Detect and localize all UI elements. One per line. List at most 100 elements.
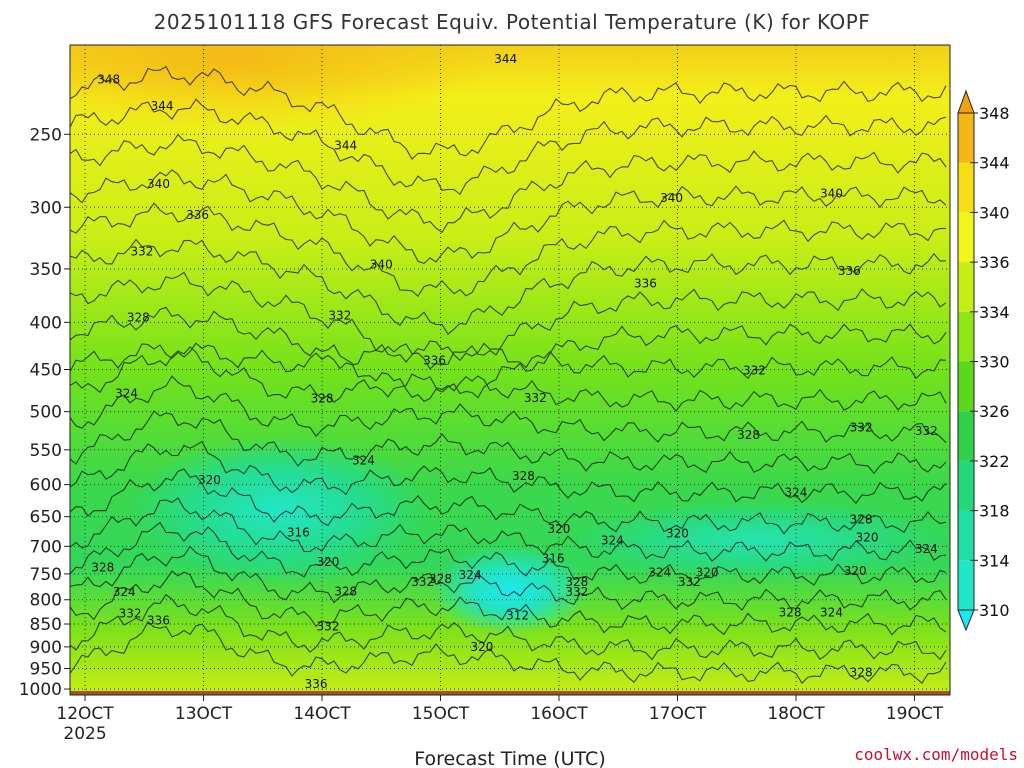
colorbar-label: 318 bbox=[979, 502, 1010, 521]
x-tick-sublabel: 2025 bbox=[63, 724, 106, 744]
contour-label: 332 bbox=[130, 244, 153, 258]
contour-line bbox=[70, 497, 947, 563]
contour-label: 320 bbox=[316, 555, 339, 569]
y-tick-label: 900 bbox=[30, 638, 62, 658]
cool-region-left bbox=[130, 435, 430, 585]
contour-label: 332 bbox=[119, 607, 142, 621]
contour-label: 332 bbox=[915, 424, 938, 438]
contour-line bbox=[70, 545, 947, 611]
contour-line bbox=[70, 593, 947, 661]
y-tick-label: 650 bbox=[30, 508, 62, 528]
contour-line bbox=[70, 238, 947, 336]
contour-label: 328 bbox=[737, 428, 760, 442]
y-tick-label: 950 bbox=[30, 660, 62, 680]
colorbar-label: 322 bbox=[979, 452, 1010, 471]
y-tick-label: 600 bbox=[30, 476, 62, 496]
contour-label: 344 bbox=[334, 138, 357, 152]
contour-line bbox=[70, 271, 947, 370]
contour-label: 344 bbox=[494, 52, 517, 66]
contour-label: 332 bbox=[678, 575, 701, 589]
contour-label: 336 bbox=[186, 208, 209, 222]
contour-label: 328 bbox=[127, 310, 150, 324]
contour-label: 340 bbox=[147, 177, 170, 191]
colorbar-label: 326 bbox=[979, 402, 1010, 421]
colorbar-label: 310 bbox=[979, 601, 1010, 620]
ground-surface bbox=[70, 691, 950, 695]
warm-region bbox=[70, 45, 490, 130]
contour-label: 332 bbox=[524, 391, 547, 405]
x-tick-label: 17OCT bbox=[649, 704, 707, 724]
contour-line bbox=[70, 410, 947, 475]
contour-label: 316 bbox=[542, 552, 565, 566]
contour-line bbox=[70, 440, 947, 505]
contour-label: 336 bbox=[147, 614, 170, 628]
colorbar-segment bbox=[958, 311, 974, 362]
contour-label: 328 bbox=[334, 585, 357, 599]
grid-lines bbox=[70, 45, 950, 695]
colorbar-label: 340 bbox=[979, 203, 1010, 222]
contour-line bbox=[70, 306, 947, 402]
contour-label: 320 bbox=[471, 640, 494, 654]
contour-label: 328 bbox=[850, 513, 873, 527]
contour-label: 336 bbox=[423, 354, 446, 368]
contour-label: 320 bbox=[844, 564, 867, 578]
contour-line bbox=[70, 570, 947, 636]
contour-label: 324 bbox=[601, 534, 624, 548]
contour-label: 332 bbox=[743, 363, 766, 377]
x-tick-label: 19OCT bbox=[886, 704, 944, 724]
contour-label: 324 bbox=[459, 568, 482, 582]
y-tick-label: 400 bbox=[30, 313, 62, 333]
contour-label: 328 bbox=[91, 560, 114, 574]
y-tick-label: 1000 bbox=[19, 680, 62, 700]
colorbar-segment bbox=[958, 113, 974, 163]
colorbar-label: 334 bbox=[979, 303, 1010, 322]
colorbar-segment bbox=[958, 361, 974, 412]
x-tick-label: 14OCT bbox=[293, 704, 351, 724]
credit-text: coolwx.com/models bbox=[854, 745, 1018, 764]
contour-label: 324 bbox=[352, 454, 375, 468]
contour-label: 348 bbox=[97, 72, 120, 86]
contour-label: 316 bbox=[287, 525, 310, 539]
y-tick-label: 750 bbox=[30, 565, 62, 585]
x-axis-label: Forecast Time (UTC) bbox=[414, 748, 605, 768]
contour-label: 340 bbox=[660, 191, 683, 205]
contour-label: 324 bbox=[648, 565, 671, 579]
contour-lines bbox=[70, 65, 947, 685]
x-tick-label: 12OCT bbox=[56, 704, 114, 724]
contour-label: 332 bbox=[316, 619, 339, 633]
contour-line bbox=[70, 169, 947, 265]
y-tick-label: 450 bbox=[30, 361, 62, 381]
contour-label: 332 bbox=[411, 575, 434, 589]
colorbar: 310 314 318 322 326 330 334 336 340 344 348 bbox=[957, 89, 1010, 632]
colorbar-label: 348 bbox=[979, 104, 1010, 123]
y-tick-label: 250 bbox=[30, 125, 62, 145]
colorbar-label: 330 bbox=[979, 353, 1010, 372]
y-axis: 250 300 350 400 450 500 550 600 650 700 750 800 850 9… bbox=[19, 125, 70, 700]
colorbar-label: 314 bbox=[979, 551, 1010, 570]
contour-line bbox=[70, 202, 947, 298]
y-tick-label: 300 bbox=[30, 198, 62, 218]
y-tick-label: 550 bbox=[30, 441, 62, 461]
colorbar-extend-low bbox=[957, 609, 975, 632]
colorbar-label: 344 bbox=[979, 154, 1010, 173]
contour-label: 328 bbox=[565, 575, 588, 589]
colorbar-segment bbox=[958, 262, 974, 312]
contour-label: 324 bbox=[820, 606, 843, 620]
contour-line bbox=[70, 340, 947, 380]
chart-title: 2025101118 GFS Forecast Equiv. Potential… bbox=[154, 10, 871, 34]
contour-label: 332 bbox=[565, 585, 588, 599]
contour-label: 320 bbox=[856, 531, 879, 545]
y-tick-label: 800 bbox=[30, 591, 62, 611]
contour-line bbox=[70, 65, 947, 160]
contour-label: 332 bbox=[850, 420, 873, 434]
contour-label: 332 bbox=[328, 308, 351, 322]
contour-line bbox=[70, 375, 947, 444]
coldest-region bbox=[430, 545, 590, 635]
x-tick-label: 13OCT bbox=[175, 704, 233, 724]
contour-label: 336 bbox=[634, 277, 657, 291]
contour-label: 336 bbox=[838, 264, 861, 278]
